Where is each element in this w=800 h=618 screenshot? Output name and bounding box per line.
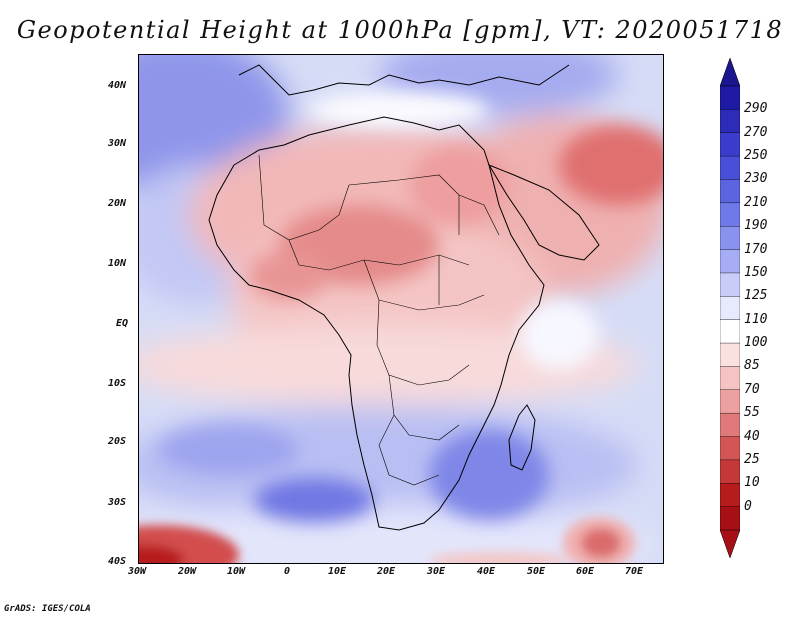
colorbar-label: 40 <box>744 428 760 444</box>
footer-credit: GrADS: IGES/COLA <box>4 604 91 614</box>
arabia-coastline <box>487 163 600 261</box>
colorbar-segment <box>720 366 740 391</box>
colorbar-label: 290 <box>744 101 768 117</box>
colorbar-label: 100 <box>744 335 768 351</box>
x-tick-20w: 20W <box>178 566 197 577</box>
colorbar-label: 170 <box>744 241 768 257</box>
x-tick-30e: 30E <box>427 566 446 577</box>
colorbar-segment <box>720 155 740 181</box>
colorbar-label: 70 <box>744 381 760 397</box>
colorbar-segment <box>720 412 740 438</box>
y-tick-20s: 20S <box>108 436 127 447</box>
colorbar-top-arrow <box>720 58 740 87</box>
geopotential-field <box>139 55 663 563</box>
colorbar-segment <box>720 226 740 251</box>
colorbar-segment <box>720 109 740 134</box>
colorbar-label: 190 <box>744 218 768 234</box>
x-tick-60e: 60E <box>576 566 595 577</box>
x-tick-30w: 30W <box>128 566 147 577</box>
colorbar-segment <box>720 179 740 204</box>
x-tick-10w: 10W <box>227 566 246 577</box>
colorbar-label: 230 <box>744 171 768 187</box>
africa-coastline <box>208 116 545 531</box>
europe-coastline <box>238 64 570 96</box>
colorbar-label: 125 <box>744 288 768 304</box>
colorbar-label: 250 <box>744 148 768 164</box>
colorbar-label: 110 <box>744 311 768 327</box>
colorbar-segment <box>720 389 740 414</box>
colorbar-segment <box>720 319 740 344</box>
y-tick-30s: 30S <box>108 497 127 508</box>
y-tick-10n: 10N <box>108 258 127 269</box>
colorbar-segment <box>720 202 740 227</box>
y-tick-30n: 30N <box>108 138 127 149</box>
y-tick-eq: EQ <box>116 318 129 329</box>
colorbar-segment <box>720 85 740 111</box>
colorbar-label: 270 <box>744 124 768 140</box>
colorbar <box>720 58 740 558</box>
colorbar-segment <box>720 483 740 508</box>
x-tick-70e: 70E <box>625 566 644 577</box>
colorbar-segment <box>720 272 740 298</box>
colorbar-segment <box>720 436 740 461</box>
colorbar-segment <box>720 132 740 157</box>
colorbar-label: 10 <box>744 475 760 491</box>
colorbar-label: 55 <box>744 405 760 421</box>
x-tick-50e: 50E <box>527 566 546 577</box>
y-tick-40s: 40S <box>108 556 127 567</box>
madagascar-coastline <box>508 404 536 471</box>
colorbar-label: 85 <box>744 358 760 374</box>
colorbar-label: 210 <box>744 194 768 210</box>
colorbar-segment <box>720 249 740 274</box>
colorbar-segment <box>720 342 740 368</box>
colorbar-segment <box>720 506 740 531</box>
y-tick-10s: 10S <box>108 378 127 389</box>
map-panel <box>138 54 664 564</box>
x-tick-0: 0 <box>284 566 291 577</box>
colorbar-bottom-arrow <box>720 529 740 558</box>
map-title: Geopotential Height at 1000hPa [gpm], VT… <box>16 16 784 44</box>
colorbar-segment <box>720 296 740 321</box>
y-tick-40n: 40N <box>108 80 127 91</box>
y-tick-20n: 20N <box>108 198 127 209</box>
x-tick-40e: 40E <box>477 566 496 577</box>
country-borders <box>258 154 500 486</box>
x-tick-20e: 20E <box>377 566 396 577</box>
colorbar-label: 0 <box>744 498 752 514</box>
colorbar-label: 150 <box>744 264 768 280</box>
colorbar-label: 25 <box>744 451 760 467</box>
colorbar-segment <box>720 459 740 484</box>
x-tick-10e: 10E <box>328 566 347 577</box>
